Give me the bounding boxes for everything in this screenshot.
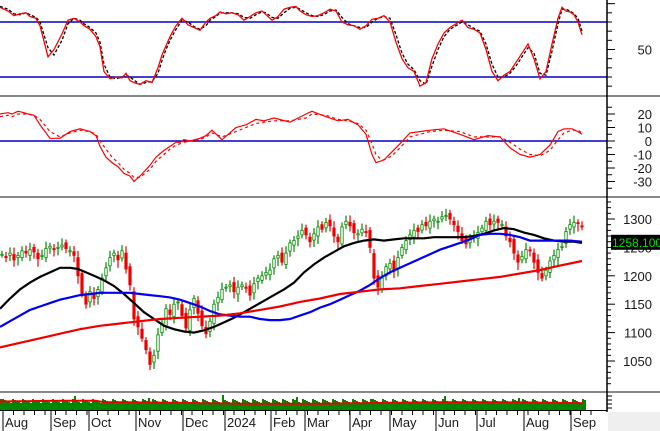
y-tick-label: -30 <box>633 175 652 190</box>
series-ma-medium <box>0 232 583 328</box>
series-pct-k <box>0 5 583 88</box>
y-tick-label: -20 <box>633 161 652 176</box>
volume-strip <box>0 395 612 410</box>
date-label: Aug <box>5 415 28 430</box>
y-tick-label: 1200 <box>623 269 652 284</box>
date-label: Feb <box>273 415 295 430</box>
date-label: Apr <box>352 415 373 430</box>
stochastic-reference-lines <box>0 21 607 78</box>
date-label: Jun <box>438 415 459 430</box>
date-label: Dec <box>185 415 209 430</box>
date-label: Sep <box>53 415 76 430</box>
y-tick-label: -10 <box>633 148 652 163</box>
y-tick-label: 20 <box>638 107 652 122</box>
y-tick-label: 1100 <box>624 326 652 341</box>
y-tick-label: 50 <box>638 43 652 58</box>
y-tick-label: 1050 <box>623 354 652 369</box>
date-axis: Aug Sep Oct Nov Dec 2024 Feb Mar Apr May Jun Jul Aug… <box>0 410 607 431</box>
price-candles <box>0 208 584 371</box>
y-tick-label: 0 <box>645 134 652 149</box>
date-label: Aug <box>526 415 549 430</box>
y-tick-label: 10 <box>638 121 652 136</box>
last-price-badge: 1258.100 <box>611 234 660 250</box>
date-label: Sep <box>573 415 596 430</box>
date-label: May <box>392 415 417 430</box>
series-pct-d <box>0 5 583 86</box>
price-panel: 130012501200115011001050 1258.100 <box>0 201 660 385</box>
series-ma-long <box>0 259 583 349</box>
date-label: Oct <box>91 415 112 430</box>
stochastic-panel: 50 <box>0 3 652 88</box>
date-label: Mar <box>307 415 330 430</box>
y-tick-label: 1150 <box>624 297 652 312</box>
macd-series <box>0 110 583 183</box>
date-label: 2024 <box>227 415 256 430</box>
last-price-label: 1258.100 <box>612 236 660 250</box>
series-signal <box>0 113 583 178</box>
stochastic-series <box>0 5 583 88</box>
y-tick-label: 1300 <box>623 212 652 227</box>
axis-corner <box>608 412 660 431</box>
date-label: Nov <box>138 415 162 430</box>
date-label: Jul <box>479 415 496 430</box>
stochastic-y-axis: 50 <box>607 3 652 87</box>
moving-averages <box>0 226 583 349</box>
